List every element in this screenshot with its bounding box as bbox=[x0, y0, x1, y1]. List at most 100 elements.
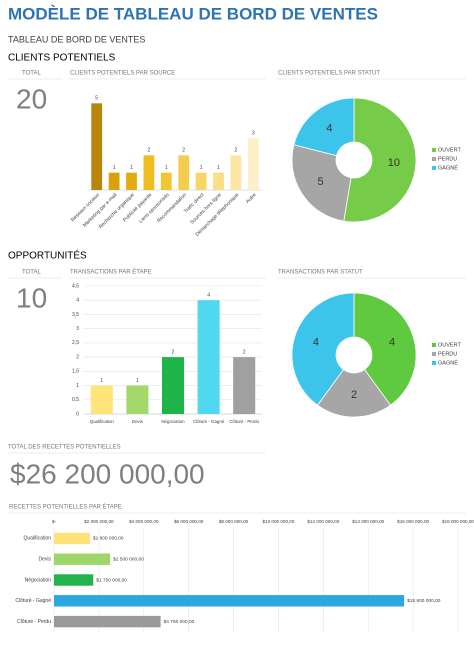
y-tick-label: 0,5 bbox=[72, 397, 79, 403]
legend-swatch bbox=[432, 148, 436, 152]
total-label: TOTAL DES RECETTES POTENTIELLES bbox=[8, 445, 121, 451]
y-tick-label: 2,5 bbox=[72, 340, 79, 346]
chart-title: RECETTES POTENTIELLES PAR ÉTAPE bbox=[9, 504, 122, 511]
legend-label: OUVERT bbox=[438, 342, 461, 348]
value-label: 2 bbox=[235, 148, 238, 154]
total-value: $26 200 000,00 bbox=[10, 458, 205, 489]
chart-title: CLIENTS POTENTIELS PAR STATUT bbox=[278, 71, 380, 77]
x-tick-label: Réseaux sociaux bbox=[70, 192, 102, 224]
x-tick-label: Clôturé - Perdu bbox=[229, 419, 259, 424]
x-tick-label: $16 000 000,00 bbox=[397, 519, 429, 524]
bar bbox=[90, 385, 113, 414]
value-label: 2 bbox=[172, 349, 175, 355]
bar bbox=[197, 300, 220, 414]
value-label: 1 bbox=[100, 378, 103, 384]
value-label: 1 bbox=[130, 165, 133, 171]
x-tick-label: Qualification bbox=[90, 419, 115, 424]
x-tick-label: $6 000 000,00 bbox=[174, 519, 204, 524]
value-label: $4 750 000,00 bbox=[164, 619, 195, 625]
x-tick-label: Autre bbox=[245, 192, 258, 205]
value-label: 1 bbox=[113, 165, 116, 171]
legend-swatch bbox=[432, 343, 436, 347]
section-heading: OPPORTUNITÉS bbox=[8, 249, 87, 262]
y-tick-label: 4 bbox=[76, 298, 79, 304]
legend-swatch bbox=[432, 166, 436, 170]
bar bbox=[54, 574, 94, 586]
value-label: 1 bbox=[165, 165, 168, 171]
slice-label: 4 bbox=[389, 337, 395, 349]
x-tick-label: Devis bbox=[132, 419, 144, 424]
total-label: TOTAL bbox=[22, 270, 41, 276]
chart-title: CLIENTS POTENTIELS PAR SOURCE bbox=[70, 71, 175, 77]
pie-slice bbox=[343, 97, 417, 223]
y-tick-label: Clôturé - Gagné bbox=[15, 598, 51, 604]
x-tick-label: $2 000 000,00 bbox=[84, 519, 114, 524]
value-label: 1 bbox=[136, 378, 139, 384]
value-label: 2 bbox=[148, 148, 151, 154]
x-tick-label: $12 000 000,00 bbox=[307, 519, 339, 524]
slice-label: 4 bbox=[313, 337, 319, 349]
x-tick-label: Clôturé - Gagné bbox=[193, 419, 225, 424]
page-title: MODÈLE DE TABLEAU DE BORD DE VENTES bbox=[8, 4, 378, 23]
slice-label: 2 bbox=[351, 389, 357, 401]
legend-swatch bbox=[432, 157, 436, 161]
bar bbox=[178, 155, 190, 190]
bar bbox=[126, 172, 137, 190]
bar bbox=[54, 553, 111, 565]
value-label: 1 bbox=[217, 165, 220, 171]
value-label: 5 bbox=[95, 96, 98, 102]
value-label: 4 bbox=[207, 293, 210, 299]
legend-swatch bbox=[432, 361, 436, 365]
pie-slice bbox=[353, 292, 417, 406]
value-label: $1 600 000,00 bbox=[93, 536, 124, 542]
slice-label: 10 bbox=[388, 157, 400, 169]
bar bbox=[233, 357, 256, 414]
bar bbox=[213, 172, 224, 190]
total-value: 10 bbox=[16, 282, 47, 313]
legend-label: PERDU bbox=[438, 351, 457, 357]
y-tick-label: Devis bbox=[38, 557, 51, 563]
value-label: $2 500 000,00 bbox=[113, 556, 144, 562]
legend-label: PERDU bbox=[438, 156, 457, 162]
section-heading: CLIENTS POTENTIELS bbox=[8, 53, 116, 64]
bar bbox=[91, 103, 103, 190]
bar bbox=[160, 172, 172, 190]
total-label: TOTAL bbox=[22, 71, 41, 77]
x-tick-label: Négociation bbox=[161, 419, 185, 424]
x-tick-label: $14 000 000,00 bbox=[352, 519, 384, 524]
y-tick-label: 1 bbox=[76, 383, 79, 389]
total-value: 20 bbox=[16, 83, 47, 114]
y-tick-label: 0 bbox=[76, 411, 79, 417]
legend-label: GAGNÉ bbox=[438, 359, 458, 366]
slice-label: 4 bbox=[326, 122, 332, 134]
pie-slice bbox=[291, 292, 355, 406]
value-label: 3 bbox=[252, 130, 255, 136]
chart-title: TRANSACTIONS PAR ÉTAPE bbox=[70, 269, 151, 276]
bar bbox=[108, 172, 120, 190]
x-tick-label: $18 000 000,00 bbox=[442, 519, 474, 524]
y-tick-label: 2 bbox=[76, 354, 79, 360]
value-label: $15 600 000,00 bbox=[407, 598, 441, 604]
y-tick-label: 3,5 bbox=[72, 312, 79, 318]
bar bbox=[143, 155, 155, 190]
legend-label: OUVERT bbox=[438, 147, 461, 153]
value-label: $1 750 000,00 bbox=[96, 577, 127, 583]
bar bbox=[230, 155, 242, 190]
value-label: 2 bbox=[182, 148, 185, 154]
bar bbox=[54, 615, 161, 628]
legend-swatch bbox=[432, 352, 436, 356]
y-tick-label: 3 bbox=[76, 326, 79, 332]
bar bbox=[54, 595, 405, 607]
pie-slice bbox=[291, 144, 352, 222]
y-tick-label: 1,5 bbox=[72, 369, 79, 375]
value-label: 1 bbox=[200, 165, 203, 171]
y-tick-label: Clôturé - Perdu bbox=[17, 619, 51, 625]
x-tick-label: $10 000 000,00 bbox=[262, 519, 294, 524]
legend-label: GAGNÉ bbox=[438, 164, 458, 171]
y-tick-label: Négociation bbox=[25, 577, 52, 583]
chart-title: TRANSACTIONS PAR STATUT bbox=[278, 270, 363, 276]
bar bbox=[54, 532, 90, 545]
x-tick-label: $- bbox=[52, 519, 57, 524]
y-tick-label: 4,5 bbox=[72, 283, 79, 289]
